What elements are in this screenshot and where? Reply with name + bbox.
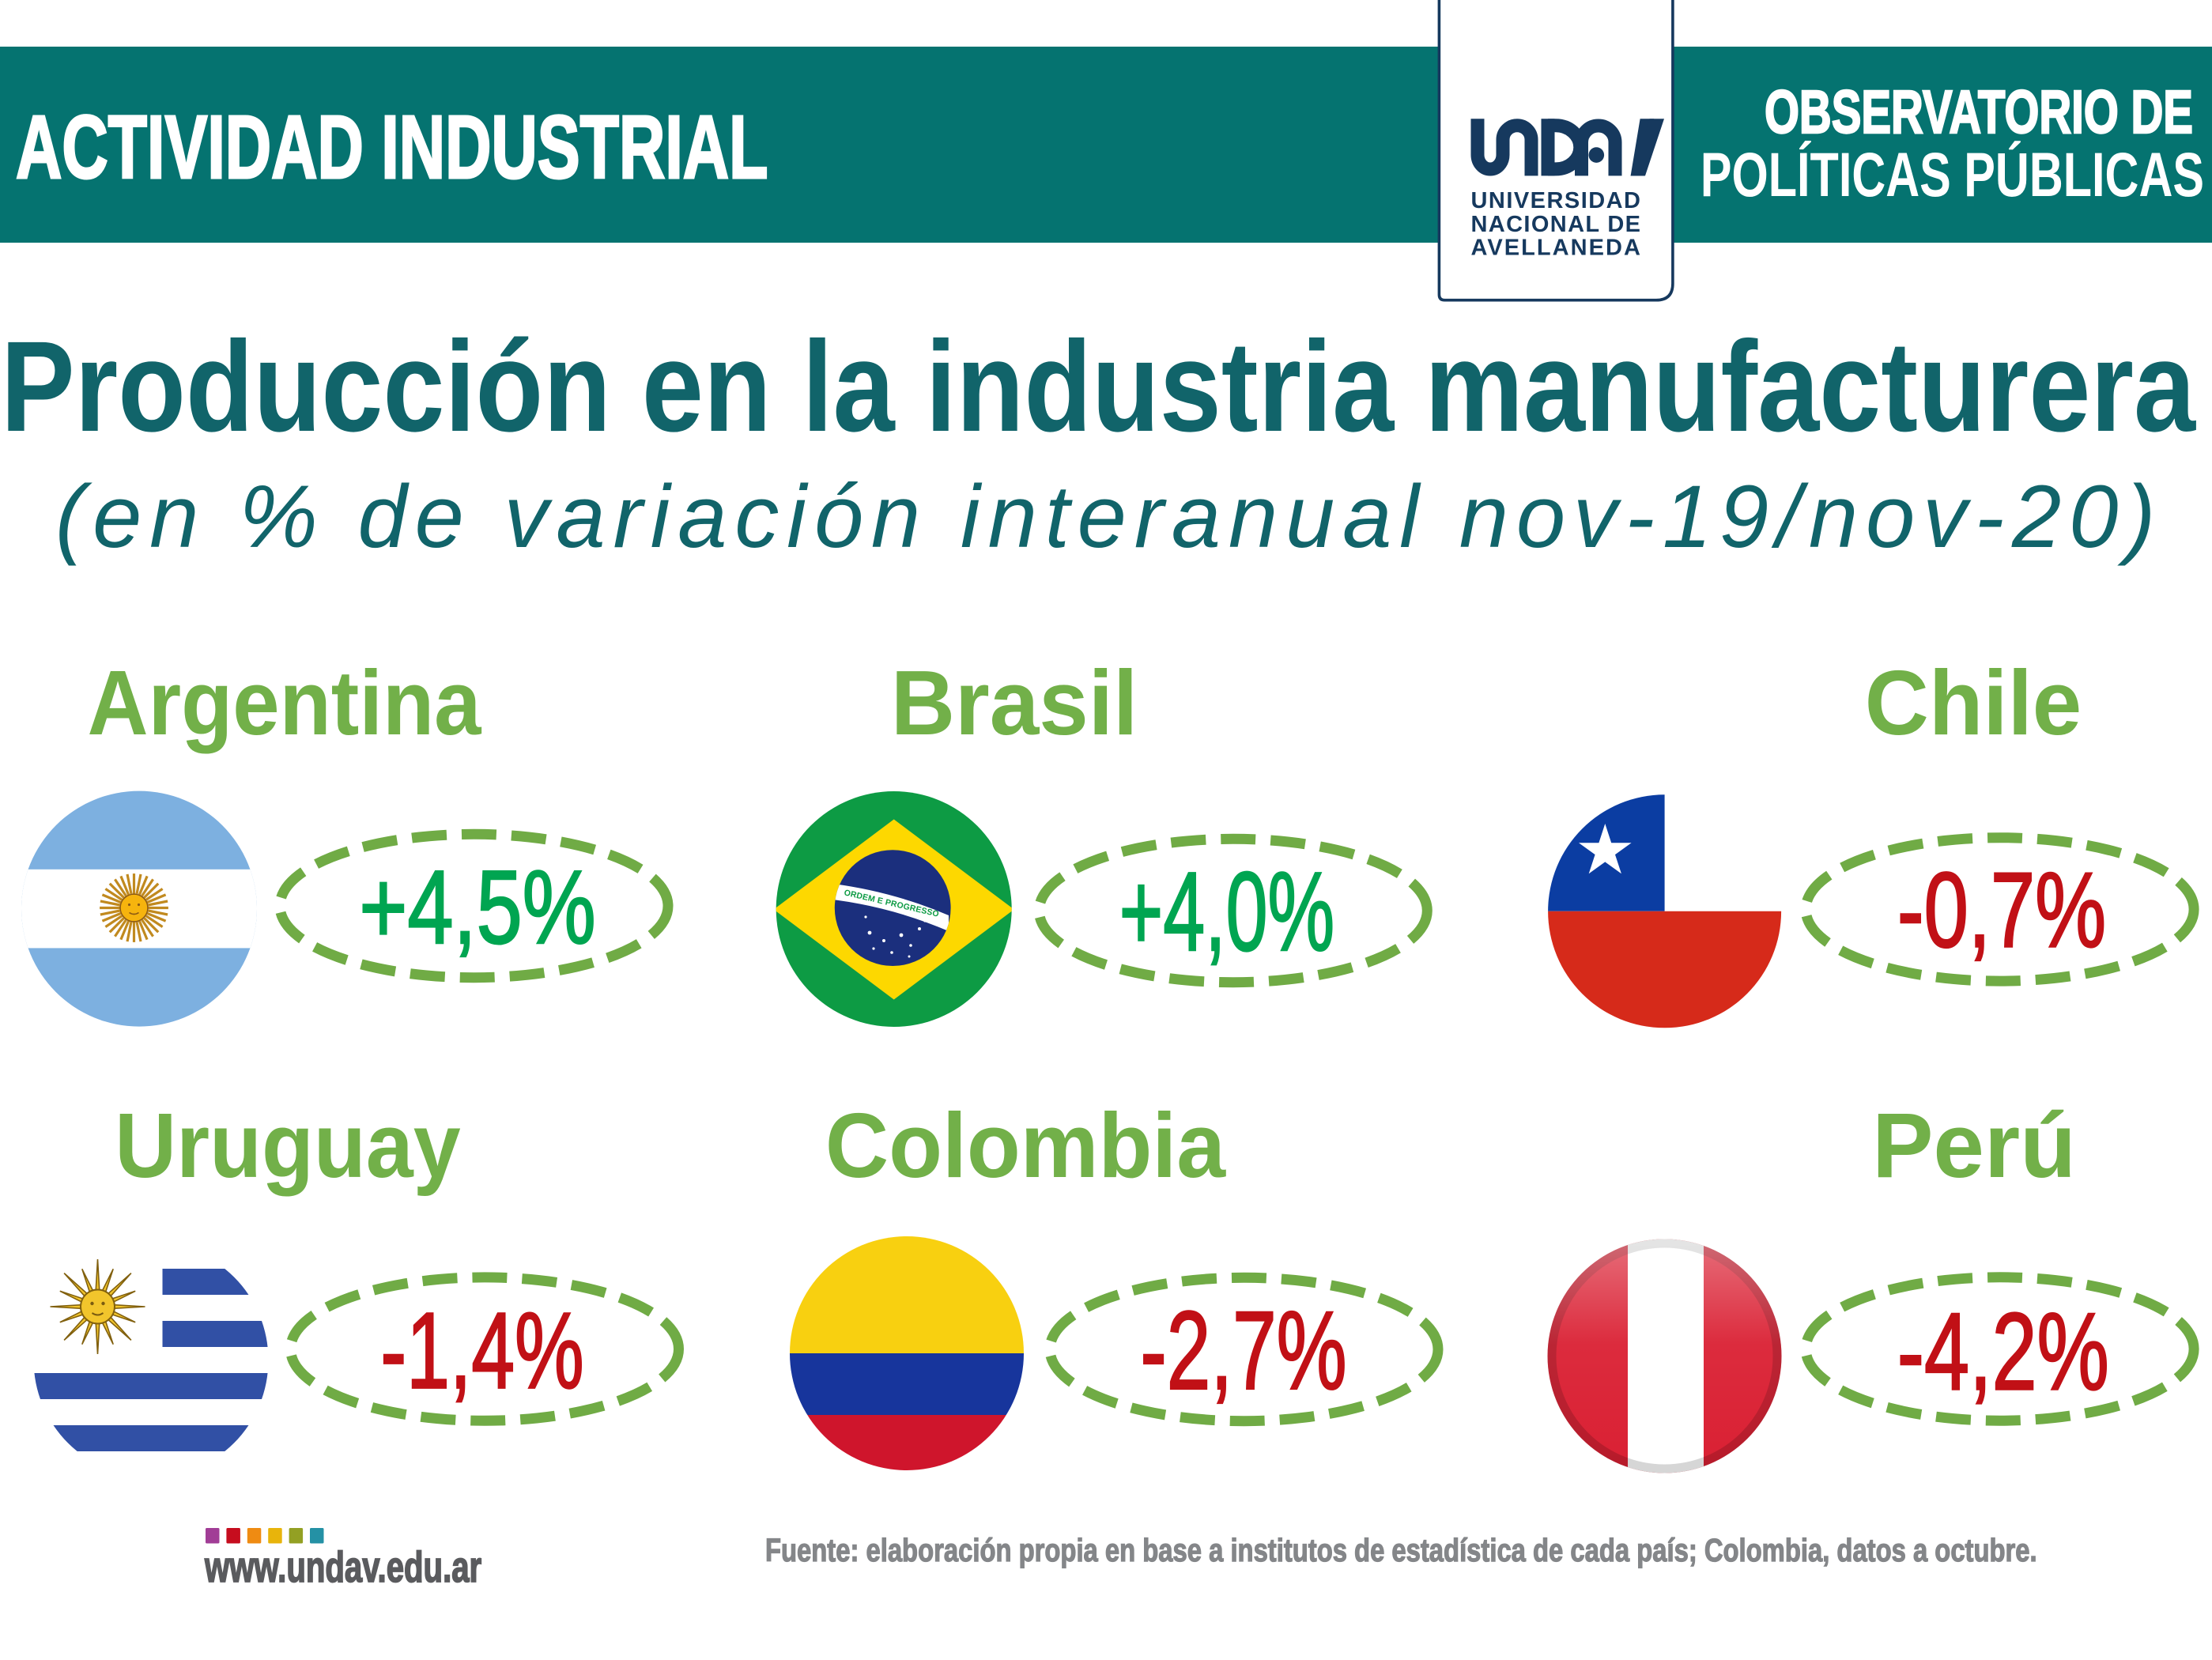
- svg-text:Chile: Chile: [1865, 652, 2082, 754]
- svg-text:www.undav.edu.ar: www.undav.edu.ar: [204, 1543, 481, 1592]
- svg-text:Brasil: Brasil: [891, 652, 1138, 754]
- svg-text:(en % de variación interanual: (en % de variación interanual nov-19/nov…: [55, 467, 2163, 566]
- svg-text:+4,0%: +4,0%: [1119, 849, 1334, 975]
- svg-text:-1,4%: -1,4%: [380, 1291, 583, 1412]
- svg-text:-2,7%: -2,7%: [1140, 1288, 1346, 1413]
- svg-text:Uruguay: Uruguay: [115, 1094, 461, 1196]
- svg-text:Producción en la industria man: Producción en la industria manufacturera: [1, 315, 2196, 458]
- svg-text:-0,7%: -0,7%: [1897, 851, 2106, 970]
- svg-text:-4,2%: -4,2%: [1897, 1289, 2109, 1413]
- svg-text:ACTIVIDAD INDUSTRIAL: ACTIVIDAD INDUSTRIAL: [16, 97, 768, 198]
- svg-text:+4,5%: +4,5%: [359, 849, 595, 965]
- svg-text:Colombia: Colombia: [825, 1095, 1226, 1198]
- svg-text:Argentina: Argentina: [88, 651, 482, 754]
- svg-text:Fuente: elaboración propia en: Fuente: elaboración propia en base a ins…: [765, 1531, 2037, 1568]
- svg-text:Perú: Perú: [1872, 1094, 2076, 1197]
- svg-text:NACIONAL DE: NACIONAL DE: [1471, 212, 1641, 237]
- svg-text:POLÍTICAS PÚBLICAS: POLÍTICAS PÚBLICAS: [1701, 140, 2204, 209]
- svg-text:AVELLANEDA: AVELLANEDA: [1471, 236, 1641, 261]
- svg-text:UNIVERSIDAD: UNIVERSIDAD: [1471, 188, 1641, 213]
- svg-text:OBSERVATORIO DE: OBSERVATORIO DE: [1765, 79, 2193, 147]
